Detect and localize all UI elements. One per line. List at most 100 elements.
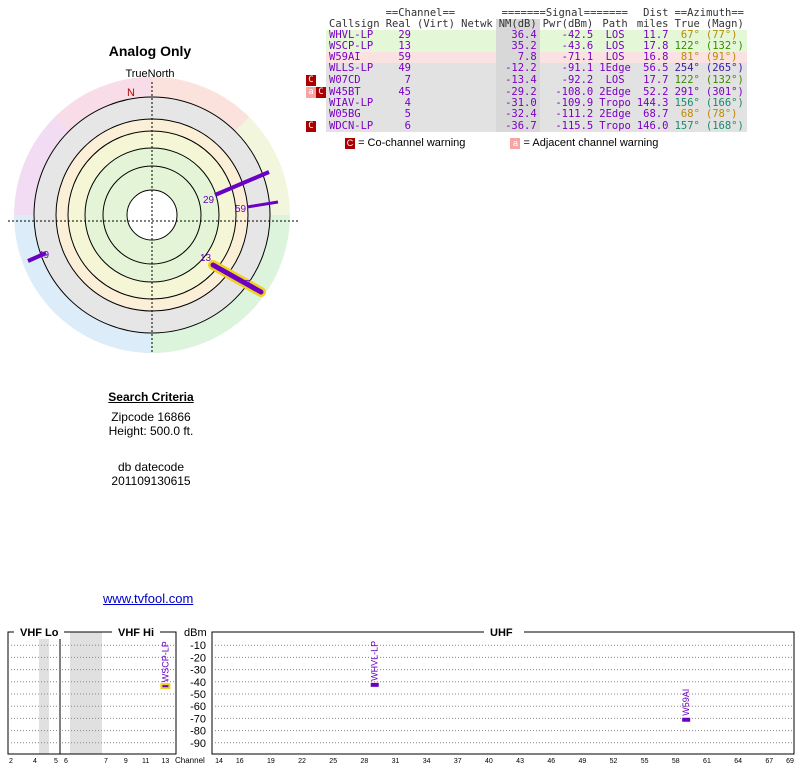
cell-warn [306, 41, 326, 52]
cell-netwk [458, 86, 496, 98]
channel-tick-label: 34 [423, 758, 431, 765]
cell-real: 6 [404, 119, 411, 132]
polar-label-59: 59 [235, 204, 247, 215]
cell-pwr: -111.2 [555, 108, 594, 120]
channel-tick-label: 49 [578, 758, 586, 765]
table-row: WLLS-LP 49 -12.2 -91.1 1Edge 56.5 254° (265°) [306, 62, 748, 74]
dbm-axis-label: dBm [184, 627, 207, 639]
channel-group-header: ==Channel== [385, 7, 456, 19]
cell-pwr: -109.9 [555, 97, 594, 109]
cell-netwk [458, 63, 496, 74]
table-row: WHVL-LP 29 36.4 -42.5 LOS 11.7 67° (77°) [306, 29, 748, 41]
station-marker-label: W59AI [681, 689, 691, 716]
cell-pwr: -42.5 [561, 29, 594, 41]
cell-dist: 11.7 [643, 29, 669, 41]
cell-dist: 16.8 [643, 51, 669, 63]
cell-netwk [458, 74, 496, 86]
cell-nm: -29.2 [495, 86, 540, 98]
channel-tick-label: 61 [703, 758, 711, 765]
channel-tick-label: 28 [360, 758, 368, 765]
cell-az-magn: (265°) [705, 62, 744, 74]
cell-netwk [458, 98, 496, 109]
channel-tick-label: 31 [392, 758, 400, 765]
channel-tick-label: 22 [298, 758, 306, 765]
cell-path: Tropo [599, 119, 631, 132]
dbm-tick-label: -70 [190, 713, 206, 725]
cell-nm: 35.2 [495, 41, 540, 52]
cell-path: 2Edge [599, 85, 631, 98]
table-row: a C W45BT 45 -29.2 -108.0 2Edge 52.2 291° (301°) [306, 85, 748, 98]
dbm-tick-label: -40 [190, 677, 206, 689]
col-magn: (Magn) [705, 18, 744, 30]
col-callsign: Callsign [329, 18, 380, 30]
cell-pwr: -108.0 [555, 85, 594, 98]
cell-callsign: WLLS-LP [329, 62, 374, 74]
channel-tick-label: 67 [765, 758, 773, 765]
cell-callsign: WSCP-LP [329, 40, 374, 52]
channel-tick-label: 46 [547, 758, 555, 765]
cell-virt [414, 30, 458, 41]
true-north-label: TrueNorth [125, 68, 175, 80]
co-channel-warning-icon: C [306, 75, 316, 86]
cell-callsign: WHVL-LP [329, 29, 374, 41]
dbm-tick-label: -90 [190, 738, 206, 750]
cell-warn [306, 98, 326, 109]
col-virt: (Virt) [417, 18, 455, 30]
cell-callsign: WDCN-LP [329, 119, 374, 132]
cell-virt [414, 86, 458, 98]
channel-tick-label: 14 [215, 758, 223, 765]
tvfool-link[interactable]: www.tvfool.com [103, 591, 194, 606]
cell-dist: 52.2 [643, 85, 669, 98]
co-channel-warning-icon: C [345, 138, 355, 149]
cell-virt [414, 98, 458, 109]
col-path: Path [602, 18, 628, 30]
channel-tick-label: 43 [516, 758, 524, 765]
cell-az-true: 291° [674, 85, 700, 98]
cell-warn [306, 30, 326, 41]
cell-virt [414, 74, 458, 86]
uhf-label: UHF [490, 627, 513, 639]
cell-callsign: W45BT [329, 85, 361, 98]
cell-virt [414, 41, 458, 52]
station-marker [682, 717, 691, 722]
cell-real: 59 [398, 51, 411, 63]
cell-az-magn: (77°) [705, 29, 738, 41]
cell-real: 5 [404, 108, 411, 120]
cell-az-magn: (132°) [705, 73, 744, 86]
station-marker [370, 682, 379, 687]
vhf-lo-label: VHF Lo [20, 627, 59, 639]
polar-plot: N 29 59 49 13 7 [8, 77, 298, 353]
cell-path: LOS [605, 29, 625, 41]
table-row: W59AI 59 7.8 -71.1 LOS 16.8 81° (91°) [306, 51, 748, 63]
channel-tick-label: 5 [54, 758, 58, 765]
cell-path: Tropo [599, 97, 631, 109]
cell-callsign: W05BG [329, 108, 361, 120]
polar-label-13: 13 [200, 253, 212, 264]
spectrum-chart: VHF Lo VHF Hi UHF dBm -10-20-30-40-50-60… [7, 625, 795, 765]
cell-path: LOS [605, 73, 625, 86]
cell-nm: 36.4 [495, 30, 540, 41]
cell-nm: -36.7 [495, 120, 540, 132]
dbm-tick-label: -30 [190, 665, 206, 677]
cell-real: 13 [398, 40, 411, 52]
polar-label-7: 7 [245, 279, 251, 290]
channel-ticks: 2 4 5 6 7 9 11 13 14 16 19 22 25 28 31 34 37 40 43 46 49 52 55… [9, 758, 794, 765]
col-pwr: Pwr(dBm) [542, 18, 594, 30]
adjacent-channel-warning-icon: a [306, 87, 316, 98]
adjacent-channel-legend-text: = Adjacent channel warning [523, 137, 659, 149]
channel-tick-label: 55 [641, 758, 649, 765]
cell-virt [414, 63, 458, 74]
channel-tick-label: 69 [786, 758, 794, 765]
dbm-ticks: -10-20-30-40-50-60-70-80-90 [190, 640, 206, 750]
cell-callsign: W59AI [329, 51, 361, 63]
channel-tick-label: 7 [104, 758, 108, 765]
station-marker-label: WHVL-LP [370, 641, 380, 681]
search-criteria-heading: Search Criteria [108, 390, 194, 404]
channel-tick-label: 11 [142, 758, 149, 765]
dist-group-header: Dist [643, 7, 669, 19]
polar-label-29: 29 [203, 195, 215, 206]
channel-axis-label: Channel [175, 756, 205, 765]
cell-nm: -32.4 [495, 109, 540, 120]
db-datecode-label: db datecode [117, 460, 185, 474]
